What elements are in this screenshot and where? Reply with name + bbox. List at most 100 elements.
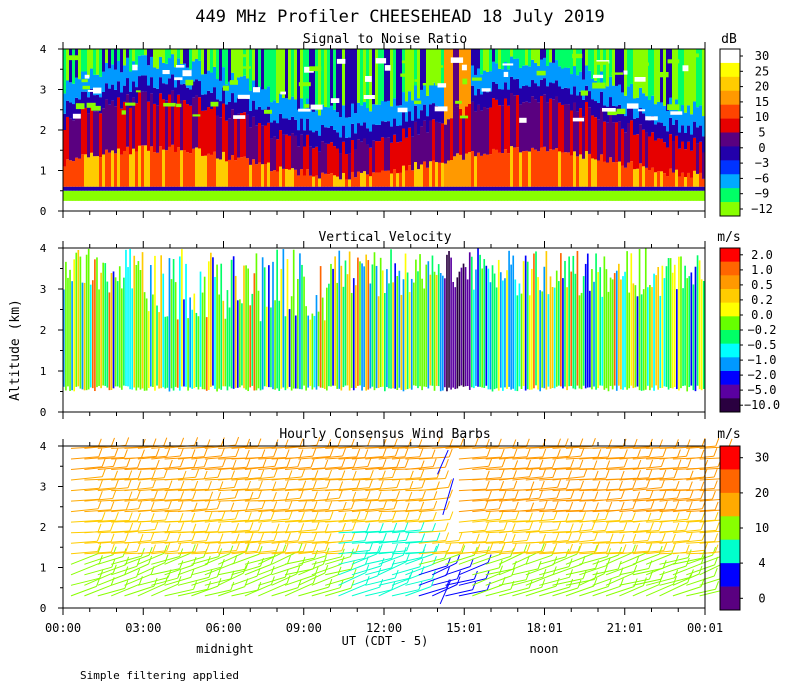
y-tick-label: 3 — [40, 283, 47, 296]
colorbar-swatch — [720, 384, 740, 399]
colorbar-swatch — [720, 160, 740, 175]
snr-title: Signal to Noise Ratio — [303, 32, 467, 47]
colorbar-label: −12 — [751, 202, 773, 216]
colorbar-swatch — [720, 174, 740, 189]
colorbar-label: 20 — [755, 80, 769, 94]
colorbar-label: −9 — [755, 187, 769, 201]
y-tick-label: 4 — [40, 242, 47, 255]
midnight-label: midnight — [196, 642, 254, 656]
colorbar-swatch — [720, 188, 740, 203]
x-tick-label: 09:00 — [286, 621, 322, 635]
colorbar-label: −10.0 — [744, 398, 780, 412]
colorbar-label: 30 — [755, 451, 769, 465]
y-tick-label: 2 — [40, 324, 47, 337]
colorbar-label: 25 — [755, 64, 769, 78]
x-tick-label: 00:00 — [45, 621, 81, 635]
colorbar-swatch — [720, 539, 740, 564]
colorbar-label: −1.0 — [748, 353, 777, 367]
colorbar-swatch — [720, 302, 740, 317]
y-tick-label: 1 — [40, 562, 47, 575]
noon-label: noon — [530, 642, 559, 656]
x-tick-label: 00:01 — [687, 621, 723, 635]
colorbar-label: 0.0 — [751, 308, 773, 322]
colorbar-swatch — [720, 104, 740, 119]
colorbar-label: 20 — [755, 486, 769, 500]
x-tick-label: 18:01 — [526, 621, 562, 635]
colorbar-swatch — [720, 49, 740, 64]
colorbar-label: −3 — [755, 156, 769, 170]
colorbar-label: 0.5 — [751, 278, 773, 292]
y-tick-label: 4 — [40, 440, 47, 453]
wind-units: m/s — [717, 427, 740, 442]
colorbar-label: 30 — [755, 49, 769, 63]
colorbar-label: −0.5 — [748, 338, 777, 352]
x-tick-labels: 00:00 03:00 06:00 09:00 12:00 15:01 18:01 21:01… — [45, 621, 723, 635]
colorbar-swatch — [720, 132, 740, 147]
x-tick-label: 12:00 — [366, 621, 402, 635]
x-tick-label: 06:00 — [205, 621, 241, 635]
colorbar-label: 5 — [758, 126, 765, 140]
colorbar-swatch — [720, 330, 740, 344]
y-tick-label: 1 — [40, 365, 47, 378]
x-tick-label: 03:00 — [125, 621, 161, 635]
colorbar-swatch — [720, 202, 740, 217]
colorbar-label: 0 — [758, 141, 765, 155]
colorbar-label: 2.0 — [751, 248, 773, 262]
colorbar-swatch — [720, 469, 740, 494]
colorbar-label: 0.2 — [751, 293, 773, 307]
colorbar-label: 10 — [755, 110, 769, 124]
colorbar-swatch — [720, 343, 740, 358]
y-tick-label: 2 — [40, 521, 47, 534]
y-tick-label: 3 — [40, 84, 47, 97]
colorbar-swatch — [720, 62, 740, 78]
colorbar-swatch — [720, 248, 740, 262]
velocity-field — [63, 248, 705, 392]
figure-title: 449 MHz Profiler CHEESEHEAD 18 July 2019 — [195, 7, 604, 27]
wind-barb-field — [70, 436, 735, 605]
colorbar-swatch — [720, 398, 740, 413]
colorbar-swatch — [720, 146, 740, 161]
y-tick-label: 0 — [40, 406, 47, 419]
colorbar-swatch — [720, 357, 740, 372]
colorbar-swatch — [720, 563, 740, 587]
colorbar-label: −5.0 — [748, 383, 777, 397]
colorbar-label: −2.0 — [748, 368, 777, 382]
y-tick-label: 2 — [40, 124, 47, 137]
colorbar-swatch — [720, 316, 740, 331]
colorbar-label: 0 — [758, 591, 765, 605]
y-tick-label: 0 — [40, 602, 47, 615]
snr-units: dB — [721, 32, 737, 47]
colorbar-label: 10 — [755, 521, 769, 535]
velocity-units: m/s — [717, 230, 740, 245]
colorbar-swatch — [720, 275, 740, 290]
y-tick-label: 4 — [40, 43, 47, 56]
wind-title: Hourly Consensus Wind Barbs — [279, 427, 490, 442]
x-axis-label: UT (CDT - 5) — [342, 634, 429, 648]
x-tick-label: 21:01 — [607, 621, 643, 635]
y-axis-label: Altitude (km) — [8, 299, 23, 401]
colorbar-swatch — [720, 289, 740, 303]
y-tick-label: 0 — [40, 205, 47, 218]
velocity-panel: Vertical Velocity m/s 0 1 2 3 4 2.01.00.50.20… — [40, 230, 780, 419]
velocity-title: Vertical Velocity — [318, 230, 451, 245]
colorbar-label: 15 — [755, 95, 769, 109]
y-tick-label: 1 — [40, 165, 47, 178]
y-tick-label: 3 — [40, 481, 47, 494]
colorbar-swatch — [720, 446, 740, 470]
colorbar-swatch — [720, 516, 740, 541]
colorbar-swatch — [720, 76, 740, 92]
colorbar-label: −0.2 — [748, 323, 777, 337]
colorbar-swatch — [720, 586, 740, 611]
colorbar-swatch — [720, 261, 740, 276]
snr-field — [63, 49, 706, 201]
colorbar-swatch — [720, 118, 740, 133]
footnote: Simple filtering applied — [80, 669, 239, 682]
colorbar-label: 4 — [758, 556, 765, 570]
x-tick-label: 15:01 — [446, 621, 482, 635]
colorbar-label: 1.0 — [751, 263, 773, 277]
colorbar-swatch — [720, 90, 740, 105]
colorbar-label: −6 — [755, 171, 769, 185]
wind-panel: Hourly Consensus Wind Barbs m/s 0 1 2 3 4 30 2… — [40, 427, 769, 615]
